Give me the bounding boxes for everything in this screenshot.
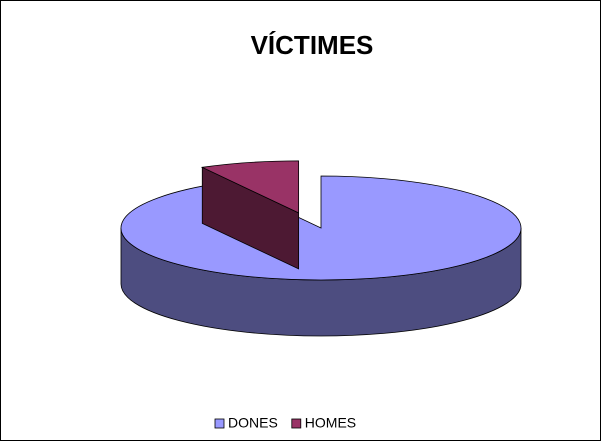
legend-swatch: [214, 418, 225, 429]
legend-label: HOMES: [305, 415, 356, 431]
legend-swatch: [291, 418, 302, 429]
legend-label: DONES: [228, 415, 278, 431]
slice: [120, 175, 522, 281]
slice: [200, 160, 300, 214]
chart-title: VÍCTIMES: [251, 30, 374, 60]
